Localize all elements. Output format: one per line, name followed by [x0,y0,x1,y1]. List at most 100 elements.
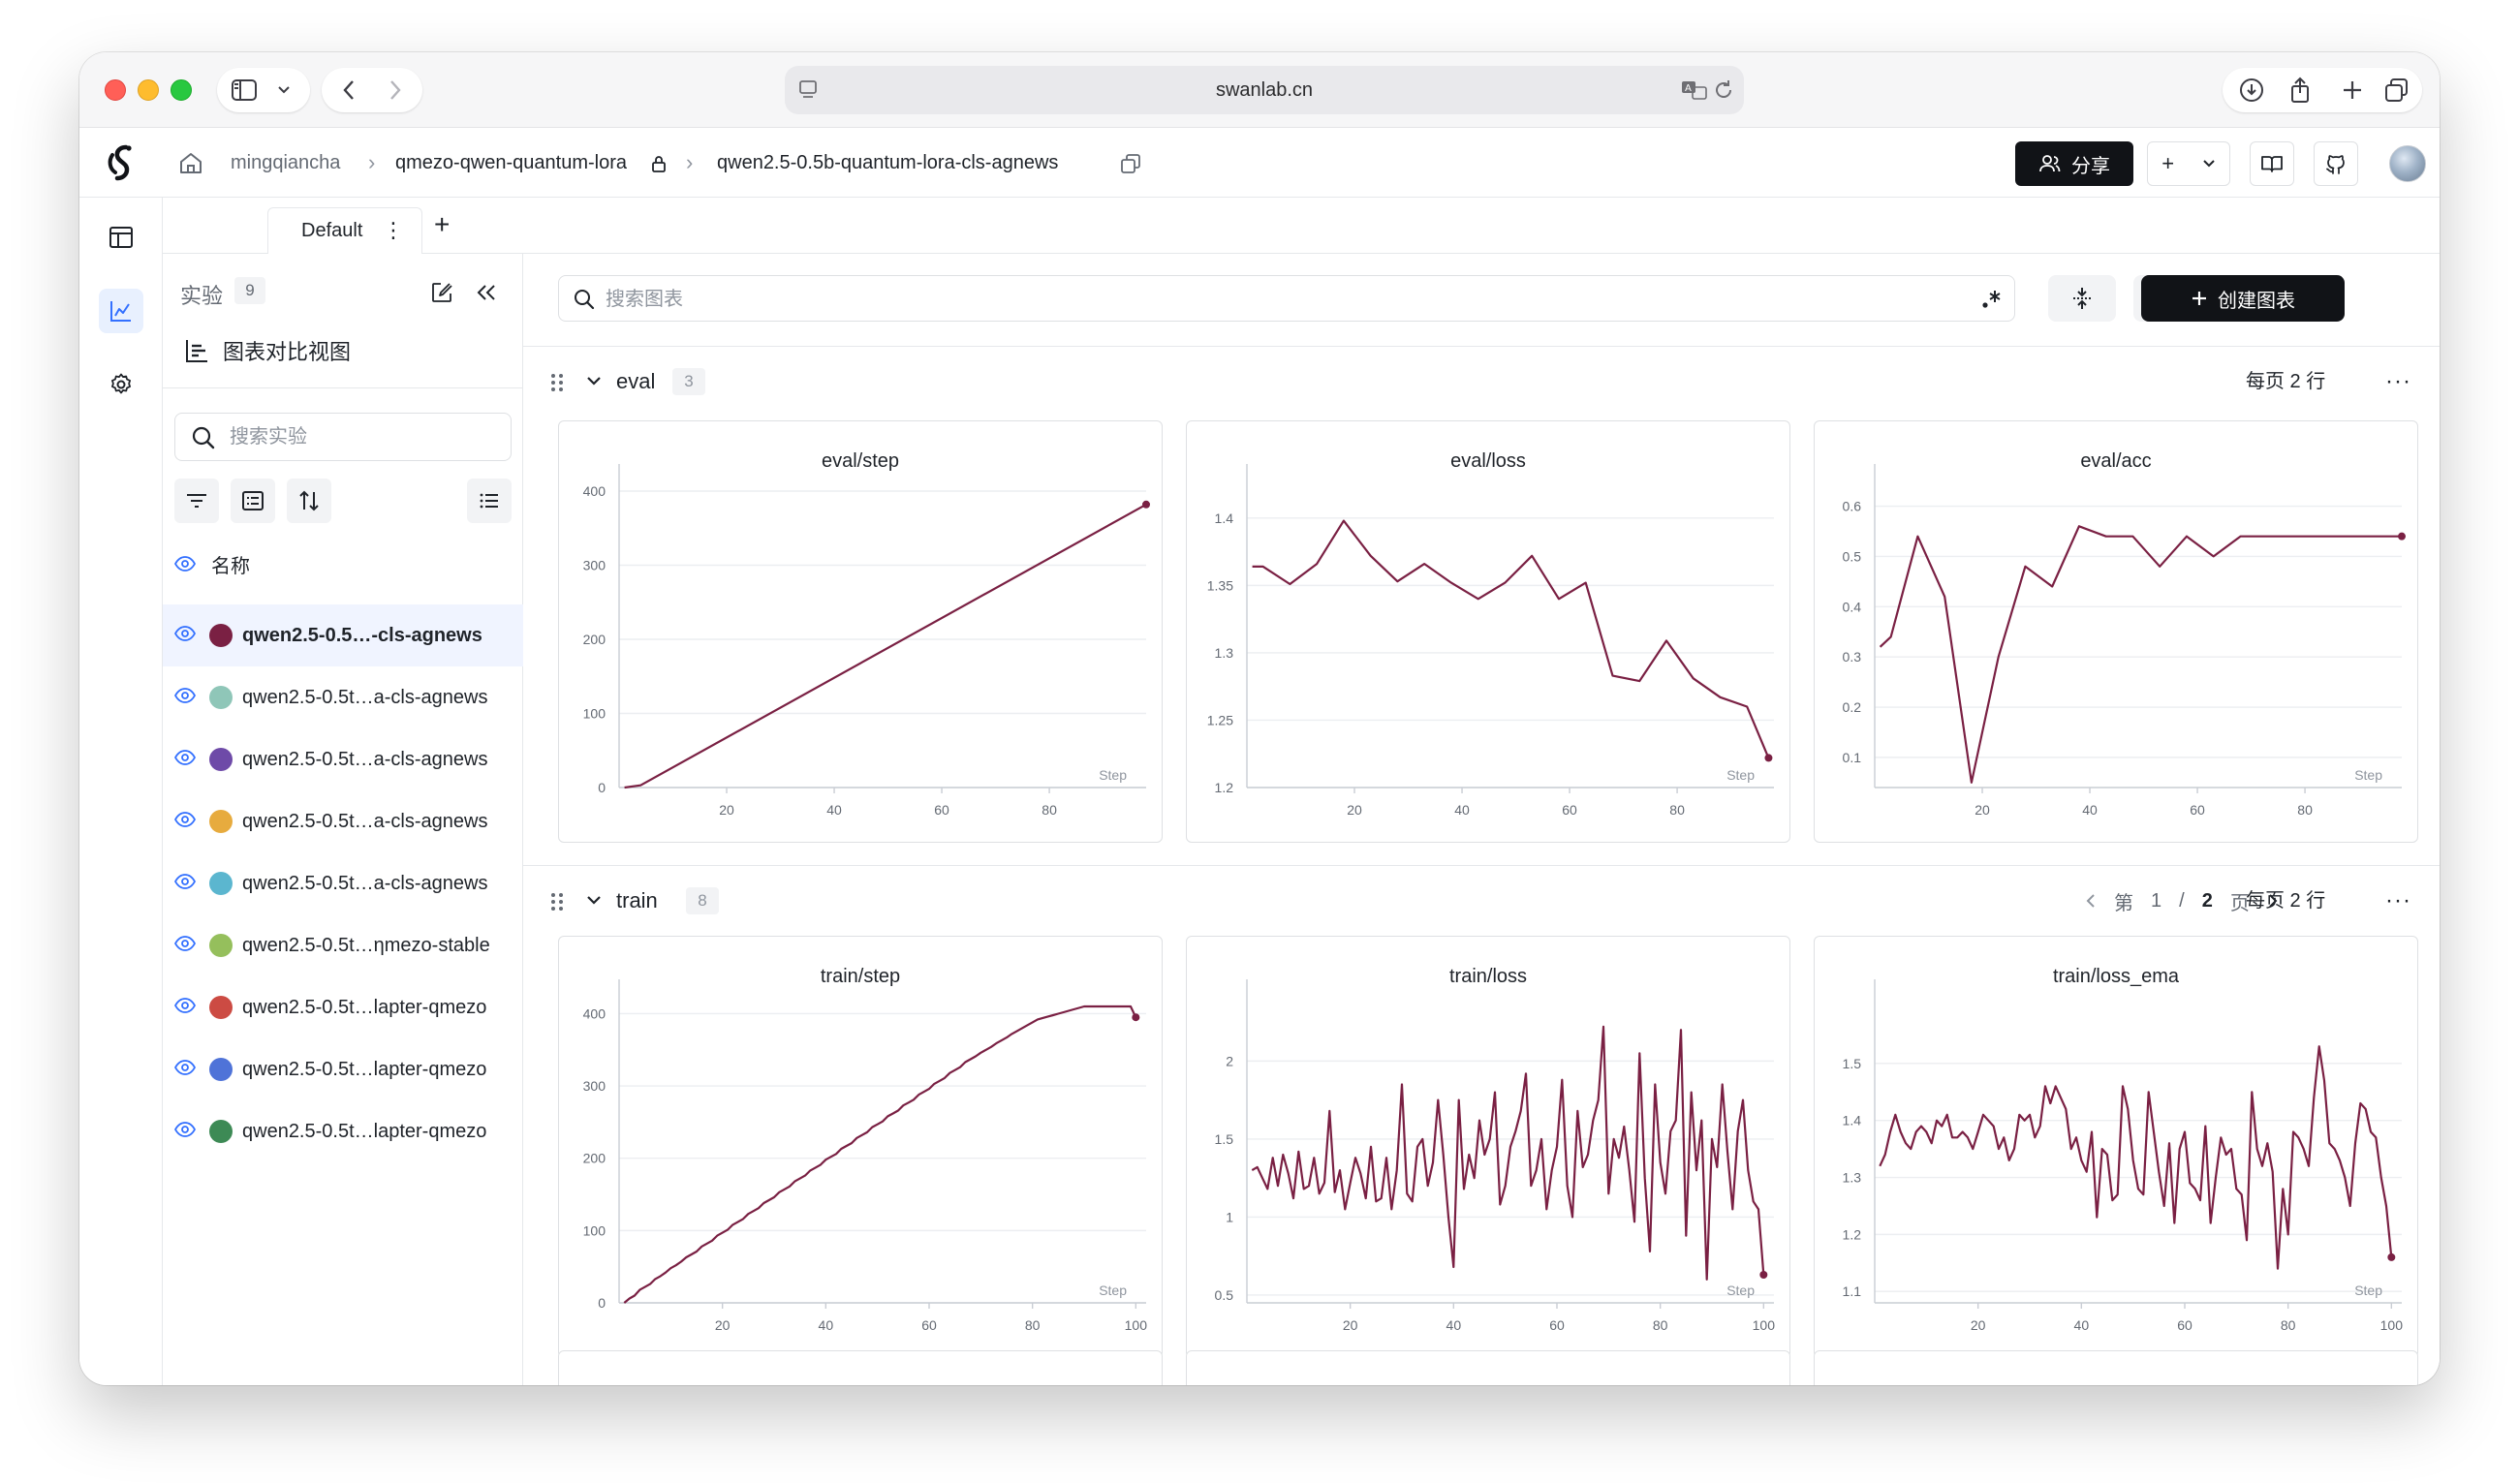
chart-plot[interactable]: 0 100 200 300 400 20 40 60 80 100 Step [559,937,1163,1358]
breadcrumb-project[interactable]: qmezo-qwen-quantum-lora [395,152,628,173]
run-color-dot[interactable] [209,1058,233,1081]
eye-icon[interactable] [173,1122,197,1142]
drag-handle-icon[interactable] [550,372,564,393]
docs-button[interactable] [2250,141,2294,186]
run-row[interactable]: qwen2.5-0.5t…a-cls-agnews [163,728,523,790]
create-chart-button[interactable]: 创建图表 [2141,275,2345,322]
run-color-dot[interactable] [209,996,233,1019]
eye-icon[interactable] [174,556,196,572]
run-color-dot[interactable] [209,686,233,709]
last-point-marker[interactable] [2398,532,2406,541]
chart-plot[interactable]: 1.2 1.25 1.3 1.35 1.4 20 40 60 80 Step [1187,421,1790,843]
prev-page-icon[interactable] [2085,892,2097,910]
eye-icon[interactable] [173,750,197,770]
series-line[interactable] [624,503,1147,789]
minimize-window-button[interactable] [138,79,159,101]
eye-icon[interactable] [173,998,197,1018]
maximize-window-button[interactable] [171,79,192,101]
chart-card[interactable]: train/loss 0.5 1 1.5 2 20 40 60 80 100 Step [1186,936,1790,1358]
edit-icon[interactable] [428,279,455,306]
sidebar-toggle-icon[interactable] [225,72,264,108]
eye-icon[interactable] [173,688,197,708]
chart-search[interactable] [558,275,2015,322]
rows-per-page[interactable]: 每页 2 行 [2246,890,2326,912]
chart-card[interactable]: train/loss_ema 1.1 1.2 1.3 1.4 1.5 20 40 60 80 100… [1814,936,2418,1358]
share-icon[interactable] [2281,72,2319,108]
tab-menu-icon[interactable]: ⋮ [383,218,404,242]
experiment-search-input[interactable] [230,423,501,450]
close-window-button[interactable] [105,79,126,101]
collapse-all-button[interactable] [2048,275,2116,322]
last-point-marker[interactable] [1142,500,1150,509]
chart-card[interactable]: eval/step 0 100 200 300 400 20 40 60 80 Step [558,420,1163,843]
chart-plot[interactable]: 1.1 1.2 1.3 1.4 1.5 20 40 60 80 100 Step [1815,937,2418,1358]
collapse-sidebar-icon[interactable] [473,279,500,306]
chart-compare-view-link[interactable]: 图表对比视图 [184,331,351,370]
avatar[interactable] [2389,145,2426,182]
more-icon[interactable]: ··· [2385,887,2411,913]
chart-plot[interactable]: 0 100 200 300 400 20 40 60 80 Step [559,421,1163,843]
section-eval-header[interactable]: eval 3 每页 2 行 ··· [523,347,2440,417]
eye-icon[interactable] [173,874,197,894]
run-row[interactable]: qwen2.5-0.5t…ηmezo-stable [163,914,523,976]
series-line[interactable] [1251,1025,1765,1281]
add-tab-button[interactable]: + [434,209,451,239]
add-menu-button[interactable]: + [2147,141,2230,186]
run-row[interactable]: qwen2.5-0.5t…a-cls-agnews [163,852,523,914]
chart-plot[interactable]: 0.5 1 1.5 2 20 40 60 80 100 Step [1187,937,1790,1358]
run-row[interactable]: qwen2.5-0.5t…lapter-qmezo [163,976,523,1038]
breadcrumb-experiment[interactable]: qwen2.5-0.5b-quantum-lora-cls-agnews [717,152,1059,173]
tab-default[interactable]: Default ⋮ [267,207,422,254]
chart-card[interactable]: eval/loss 1.2 1.25 1.3 1.35 1.4 20 40 60 80 Step [1186,420,1790,843]
run-color-dot[interactable] [209,810,233,833]
github-button[interactable] [2314,141,2358,186]
rail-item-table[interactable] [99,215,143,260]
series-line[interactable] [1879,525,2402,784]
drag-handle-icon[interactable] [550,891,564,912]
forward-arrow-icon[interactable] [376,72,415,108]
run-color-dot[interactable] [209,872,233,895]
rail-item-settings[interactable] [99,362,143,407]
last-point-marker[interactable] [1759,1271,1768,1280]
rows-per-page[interactable]: 每页 2 行 [2246,371,2326,392]
experiment-search[interactable] [174,413,512,461]
download-icon[interactable] [2232,72,2271,108]
back-arrow-icon[interactable] [329,72,368,108]
breadcrumb-user[interactable]: mingqiancha [231,152,341,173]
page-menu-icon[interactable] [798,79,818,106]
columns-button[interactable] [231,479,275,523]
chart-card[interactable]: eval/acc 0.1 0.2 0.3 0.4 0.5 0.6 20 40 60 80 Step [1814,420,2418,843]
regex-icon[interactable] [1979,288,2003,311]
series-line[interactable] [1252,519,1770,758]
last-point-marker[interactable] [2387,1252,2396,1261]
translate-icon[interactable]: A [1681,78,1708,107]
eye-icon[interactable] [173,812,197,832]
run-row[interactable]: qwen2.5-0.5…-cls-agnews [163,604,523,666]
filter-button[interactable] [174,479,219,523]
run-row[interactable]: qwen2.5-0.5t…lapter-qmezo [163,1100,523,1162]
run-row[interactable]: qwen2.5-0.5t…lapter-qmezo [163,1038,523,1100]
pager-total[interactable]: 2 [2201,889,2213,912]
share-button[interactable]: 分享 [2015,141,2133,186]
new-tab-icon[interactable] [2333,72,2372,108]
home-icon[interactable] [178,151,203,179]
series-line[interactable] [623,1005,1137,1304]
next-page-icon[interactable] [2267,892,2279,910]
chart-search-input[interactable] [606,286,1943,313]
tab-overview-icon[interactable] [2378,72,2416,108]
copy-icon[interactable] [1120,153,1141,179]
run-row[interactable]: qwen2.5-0.5t…a-cls-agnews [163,666,523,728]
run-color-dot[interactable] [209,934,233,957]
last-point-marker[interactable] [1764,754,1773,762]
swanlab-logo-icon[interactable] [105,143,138,187]
eye-icon[interactable] [173,1060,197,1080]
chevron-down-icon[interactable] [585,889,603,911]
run-row[interactable]: qwen2.5-0.5t…a-cls-agnews [163,790,523,852]
run-color-dot[interactable] [209,748,233,771]
sort-button[interactable] [287,479,331,523]
rail-item-charts[interactable] [99,289,143,333]
chevron-down-icon[interactable] [585,370,603,391]
chart-card[interactable]: train/step 0 100 200 300 400 20 40 60 80 100 Step [558,936,1163,1358]
eye-icon[interactable] [173,626,197,646]
last-point-marker[interactable] [1132,1013,1140,1022]
